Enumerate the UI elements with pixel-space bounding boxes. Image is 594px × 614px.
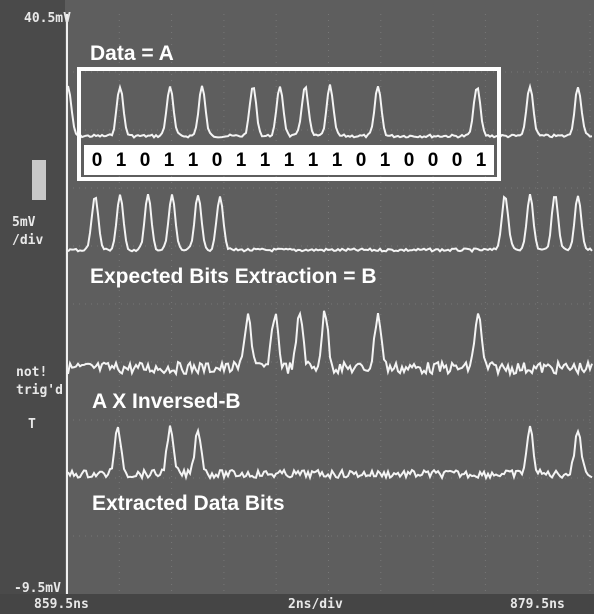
bit: 1 xyxy=(380,150,391,171)
bit: 1 xyxy=(308,150,319,171)
data-box xyxy=(77,67,501,181)
trigger-line2: trig'd xyxy=(16,383,63,398)
trace xyxy=(67,193,593,254)
bit: 0 xyxy=(356,150,367,171)
bit: 0 xyxy=(212,150,223,171)
bottom-margin xyxy=(0,594,594,614)
bit: 0 xyxy=(404,150,415,171)
trace xyxy=(67,310,593,378)
trigger-line1: not! xyxy=(16,365,47,380)
time-start: 859.5ns xyxy=(34,597,89,612)
bit: 1 xyxy=(164,150,175,171)
bit: 1 xyxy=(236,150,247,171)
expected-label: Expected Bits Extraction = B xyxy=(90,265,377,288)
bit: 0 xyxy=(140,150,151,171)
bits-background xyxy=(84,145,494,175)
scale-value: 5mV xyxy=(12,215,36,230)
bottom-level: -9.5mV xyxy=(14,581,61,596)
product-label: A X Inversed-B xyxy=(92,390,241,413)
bit: 1 xyxy=(188,150,199,171)
trigger-mark: T xyxy=(28,417,36,432)
bit: 0 xyxy=(452,150,463,171)
bit: 1 xyxy=(332,150,343,171)
trace xyxy=(67,425,593,481)
top-level: 40.5mV xyxy=(24,11,71,26)
data-label: Data = A xyxy=(90,42,174,65)
bit: 0 xyxy=(428,150,439,171)
scale-unit: /div xyxy=(12,233,43,248)
left-margin xyxy=(0,0,65,614)
scale-icon xyxy=(32,160,46,200)
bit: 1 xyxy=(284,150,295,171)
bit: 0 xyxy=(92,150,103,171)
bit: 1 xyxy=(476,150,487,171)
traces xyxy=(67,82,593,481)
bit: 1 xyxy=(116,150,127,171)
time-end: 879.5ns xyxy=(510,597,565,612)
bit: 1 xyxy=(260,150,271,171)
trace xyxy=(67,82,593,139)
extracted-label: Extracted Data Bits xyxy=(92,492,285,515)
time-scale: 2ns/div xyxy=(288,597,343,612)
